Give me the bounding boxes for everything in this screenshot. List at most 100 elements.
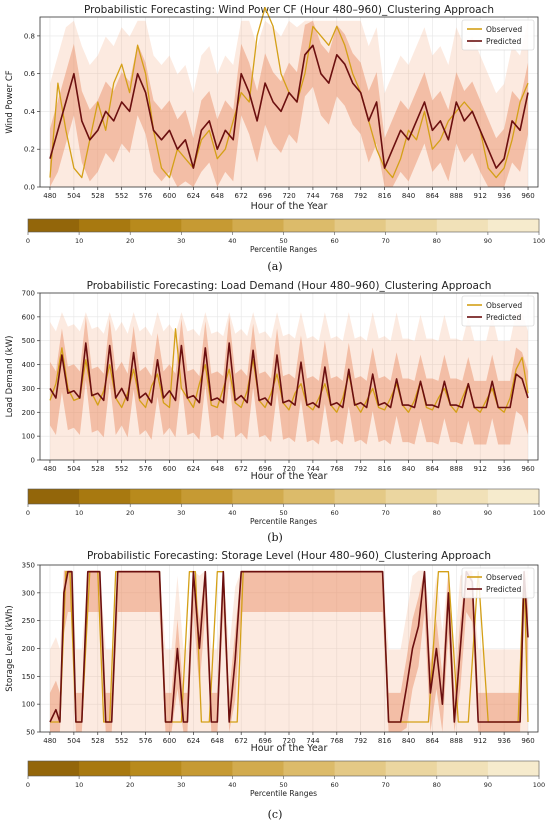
x-tick-label: 480: [43, 737, 56, 745]
colorbar-tick-label: 50: [279, 237, 287, 245]
colorbar-segment: [283, 489, 336, 504]
colorbar-tick-label: 0: [26, 237, 30, 245]
x-tick-label: 600: [163, 192, 176, 200]
x-tick-label: 624: [187, 465, 201, 473]
colorbar-tick-label: 80: [433, 237, 441, 245]
x-tick-label: 480: [43, 465, 56, 473]
x-tick-label: 600: [163, 465, 176, 473]
colorbar-tick-label: 10: [75, 237, 83, 245]
legend-label: Predicted: [486, 313, 521, 322]
x-tick-label: 504: [67, 737, 81, 745]
x-tick-label: 720: [282, 192, 295, 200]
colorbar-segment: [232, 489, 284, 504]
x-tick-label: 912: [474, 737, 487, 745]
x-axis-label: Hour of the Year: [251, 471, 328, 482]
colorbar-segment: [181, 489, 233, 504]
x-tick-label: 816: [378, 737, 392, 745]
x-axis-label: Hour of the Year: [251, 201, 328, 212]
panel-label: (c): [268, 808, 283, 821]
colorbar-tick-label: 30: [177, 509, 185, 517]
panel-label: (a): [267, 260, 282, 273]
x-tick-label: 552: [115, 192, 128, 200]
chart-title: Probabilistic Forecasting: Wind Power CF…: [84, 4, 494, 16]
x-tick-label: 672: [235, 192, 248, 200]
x-tick-label: 768: [330, 465, 343, 473]
colorbar-segment: [130, 761, 182, 776]
colorbar-segment: [334, 489, 387, 504]
percentile-band-outer: [49, 20, 529, 188]
y-tick-label: 0.6: [24, 70, 36, 78]
wind-power-chart-svg: Probabilistic Forecasting: Wind Power CF…: [5, 4, 545, 273]
figure-load-demand: Probabilistic Forecasting: Load Demand (…: [0, 276, 550, 546]
colorbar-segment: [28, 219, 80, 232]
x-tick-label: 816: [378, 192, 392, 200]
legend-box: [461, 567, 535, 599]
colorbar-tick-label: 60: [330, 509, 338, 517]
colorbar-segment: [130, 489, 182, 504]
x-tick-label: 768: [330, 737, 343, 745]
x-tick-label: 528: [91, 737, 104, 745]
y-tick-label: 100: [22, 701, 35, 709]
x-tick-label: 936: [497, 465, 511, 473]
chart-title: Probabilistic Forecasting: Storage Level…: [87, 550, 491, 562]
colorbar-segment: [79, 219, 131, 232]
colorbar-segment: [436, 761, 489, 776]
figure-wind-power: Probabilistic Forecasting: Wind Power CF…: [0, 0, 550, 276]
colorbar-tick-label: 70: [382, 781, 390, 789]
colorbar-tick-label: 90: [484, 781, 492, 789]
colorbar-segment: [79, 761, 131, 776]
x-tick-label: 792: [354, 737, 367, 745]
x-tick-label: 792: [354, 465, 367, 473]
colorbar-tick-label: 10: [75, 509, 83, 517]
x-tick-label: 528: [91, 192, 104, 200]
x-tick-label: 648: [211, 737, 224, 745]
x-tick-label: 792: [354, 192, 367, 200]
colorbar-tick-label: 100: [533, 781, 545, 789]
x-tick-label: 528: [91, 465, 104, 473]
colorbar-tick-label: 40: [228, 781, 236, 789]
x-tick-label: 864: [426, 192, 440, 200]
x-tick-label: 576: [139, 192, 153, 200]
x-tick-label: 744: [306, 192, 320, 200]
x-tick-label: 504: [67, 465, 81, 473]
y-axis-label: Load Demand (kW): [5, 336, 15, 418]
colorbar-tick-label: 30: [177, 237, 185, 245]
x-tick-label: 936: [497, 192, 511, 200]
colorbar-segment: [334, 761, 387, 776]
x-tick-label: 960: [521, 465, 534, 473]
x-axis-label: Hour of the Year: [251, 743, 328, 754]
legend-box: [461, 19, 535, 51]
x-tick-label: 936: [497, 737, 511, 745]
y-tick-label: 100: [22, 433, 35, 441]
x-tick-label: 960: [521, 192, 534, 200]
y-tick-label: 300: [22, 589, 35, 597]
y-tick-label: 600: [22, 313, 35, 321]
colorbar-tick-label: 0: [26, 509, 30, 517]
colorbar-tick-label: 20: [126, 781, 134, 789]
x-tick-label: 696: [258, 737, 272, 745]
colorbar-segment: [79, 489, 131, 504]
colorbar-tick-label: 20: [126, 237, 134, 245]
x-tick-label: 816: [378, 465, 392, 473]
x-tick-label: 672: [235, 465, 248, 473]
colorbar-tick-label: 70: [382, 237, 390, 245]
colorbar-segment: [232, 219, 284, 232]
predicted-line: [49, 44, 529, 169]
x-tick-label: 720: [282, 465, 295, 473]
x-tick-label: 768: [330, 192, 343, 200]
colorbar-segment: [487, 761, 540, 776]
x-tick-label: 552: [115, 737, 128, 745]
percentile-band-outer: [49, 570, 529, 732]
legend-label: Predicted: [486, 585, 521, 594]
colorbar-segment: [487, 489, 540, 504]
x-tick-label: 840: [402, 465, 415, 473]
y-axis-label: Wind Power CF: [5, 70, 15, 133]
observed-line: [50, 571, 529, 723]
storage-level-chart-svg: Probabilistic Forecasting: Storage Level…: [5, 550, 545, 821]
colorbar-segment: [436, 219, 489, 232]
y-tick-label: 0.0: [24, 184, 35, 192]
y-tick-label: 400: [22, 361, 35, 369]
colorbar-segment: [385, 489, 438, 504]
y-tick-label: 300: [22, 385, 35, 393]
colorbar-segment: [334, 219, 387, 232]
